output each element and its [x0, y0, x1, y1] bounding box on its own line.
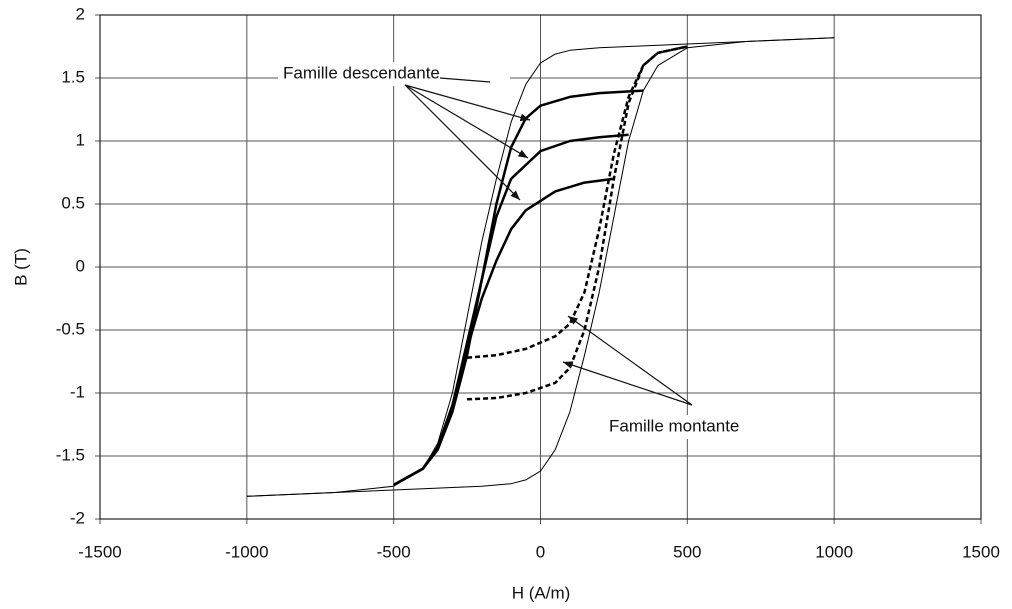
y-tick-label: -0.5 [56, 319, 85, 338]
y-tick-label: 1 [76, 130, 85, 149]
annotation: Famille montante [609, 416, 739, 435]
x-tick-label: -1500 [78, 542, 121, 561]
x-axis-label: H (A/m) [512, 583, 571, 602]
y-tick-label: -1 [70, 382, 85, 401]
x-tick-label: 0 [536, 542, 545, 561]
y-axis-label: B (T) [11, 248, 30, 286]
line-series [246, 37, 835, 497]
line-series [393, 177, 615, 487]
x-tick-label: 500 [673, 542, 701, 561]
line-series [393, 133, 629, 487]
grid [95, 14, 982, 524]
arrow [439, 77, 491, 83]
y-tick-label: 1.5 [61, 67, 85, 86]
x-tick-label: 1500 [962, 542, 1000, 561]
annotation: Famille descendante [283, 63, 440, 82]
plot-frame [99, 14, 982, 520]
lines [246, 37, 835, 497]
arrow [567, 315, 693, 406]
y-tick-label: -2 [70, 508, 85, 527]
arrow [404, 84, 521, 201]
arrow [562, 361, 693, 406]
y-tick-label: -1.5 [56, 445, 85, 464]
annotation-bg [278, 62, 510, 86]
annotation-bg [604, 415, 798, 439]
line-series [393, 89, 644, 487]
y-tick-label: 0 [76, 256, 85, 275]
x-tick-label: -500 [377, 542, 411, 561]
x-tick-label: 1000 [815, 542, 853, 561]
y-tick-label: 2 [76, 4, 85, 23]
line-series [466, 45, 688, 359]
arrow [404, 84, 531, 122]
line-series [467, 45, 688, 401]
y-tick-label: 0.5 [61, 193, 85, 212]
x-tick-label: -1000 [225, 542, 268, 561]
arrow [404, 84, 529, 159]
